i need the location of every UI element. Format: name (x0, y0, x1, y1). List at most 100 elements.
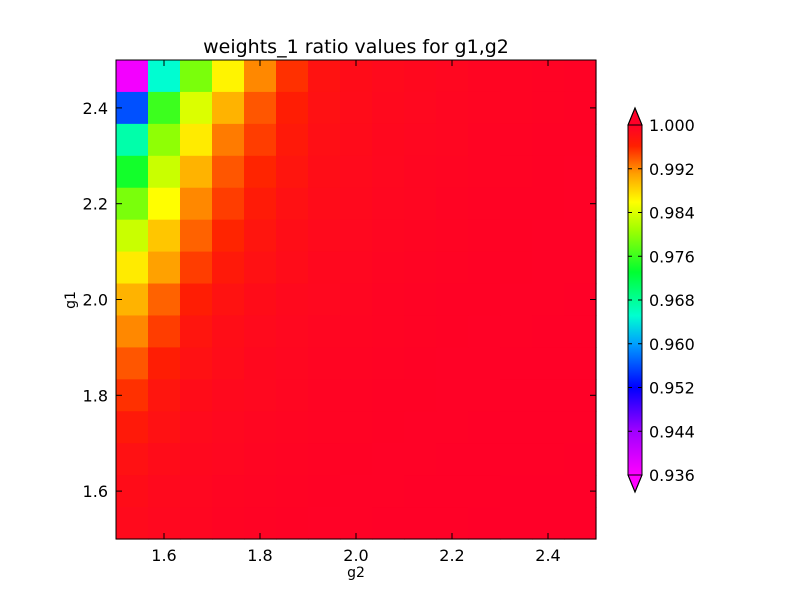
heatmap-cell (148, 91, 181, 125)
heatmap-cell (308, 187, 341, 221)
heatmap-cell (116, 347, 149, 380)
heatmap-cell (116, 219, 149, 253)
heatmap-cell (500, 315, 533, 348)
heatmap-cell (244, 91, 277, 125)
heatmap-cell (148, 379, 181, 412)
heatmap-cell (212, 283, 245, 317)
heatmap-cell (244, 123, 277, 157)
heatmap-cell (564, 315, 597, 348)
x-tick-label: 2.2 (439, 546, 464, 565)
heatmap-cell (148, 187, 181, 221)
heatmap-cell (340, 315, 373, 348)
heatmap-cell (244, 347, 277, 380)
heatmap-cell (468, 475, 501, 508)
heatmap-cell (340, 283, 373, 317)
heatmap-cell (564, 155, 597, 189)
heatmap-cell (532, 283, 565, 317)
heatmap-cell (340, 443, 373, 476)
heatmap-cell (500, 123, 533, 157)
heatmap-cell (468, 347, 501, 380)
heatmap-cell (500, 91, 533, 125)
colorbar-ticks: 1.000 0.992 0.984 0.976 0.968 0.960 0.952 0.944… (628, 116, 695, 485)
heatmap-cell (148, 123, 181, 157)
heatmap-cell (116, 315, 149, 348)
heatmap-cell (148, 443, 181, 476)
heatmap-cell (532, 251, 565, 285)
heatmap-cell (180, 60, 213, 93)
heatmap-cells (116, 60, 597, 540)
heatmap-cell (436, 379, 469, 412)
heatmap-cell (340, 155, 373, 189)
heatmap-cell (212, 251, 245, 285)
heatmap-cell (116, 443, 149, 476)
heatmap-cell (500, 475, 533, 508)
heatmap-cell (116, 251, 149, 285)
heatmap-cell (468, 443, 501, 476)
heatmap-cell (404, 91, 437, 125)
heatmap-cell (276, 251, 309, 285)
heatmap-cell (148, 155, 181, 189)
heatmap-cell (436, 475, 469, 508)
heatmap-cell (436, 123, 469, 157)
heatmap-cell (244, 283, 277, 317)
y-tick-label: 2.4 (83, 99, 108, 118)
x-tick-label: 1.8 (247, 546, 272, 565)
heatmap-cell (404, 219, 437, 253)
heatmap-cell (468, 507, 501, 540)
colorbar-extend-min (627, 474, 643, 494)
heatmap-cell (276, 347, 309, 380)
heatmap-cell (500, 283, 533, 317)
heatmap-cell (404, 60, 437, 93)
heatmap-cell (244, 411, 277, 444)
heatmap-cell (148, 411, 181, 444)
heatmap-cell (212, 123, 245, 157)
colorbar-tick-label: 0.976 (649, 247, 695, 266)
heatmap-cell (180, 155, 213, 189)
heatmap-cell (148, 347, 181, 380)
heatmap-cell (532, 155, 565, 189)
heatmap-cell (564, 443, 597, 476)
heatmap-cell (372, 411, 405, 444)
heatmap-cell (212, 443, 245, 476)
y-axis-ticks: 1.6 1.8 2.0 2.2 2.4 (83, 99, 596, 501)
heatmap-cell (372, 283, 405, 317)
heatmap-cell (180, 187, 213, 221)
heatmap-cell (532, 187, 565, 221)
heatmap-cell (468, 315, 501, 348)
heatmap-cell (276, 475, 309, 508)
heatmap-cell (212, 91, 245, 125)
heatmap-cell (276, 443, 309, 476)
heatmap-cell (308, 443, 341, 476)
heatmap-cell (468, 60, 501, 93)
heatmap-cell (244, 475, 277, 508)
x-axis-label: g2 (347, 565, 365, 581)
heatmap-cell (564, 123, 597, 157)
heatmap-cell (308, 315, 341, 348)
heatmap-cell (276, 283, 309, 317)
heatmap-cell (436, 315, 469, 348)
heatmap-cell (148, 219, 181, 253)
heatmap-cell (500, 443, 533, 476)
heatmap-cell (404, 283, 437, 317)
heatmap-cell (468, 219, 501, 253)
heatmap-cell (436, 155, 469, 189)
x-tick-label: 1.6 (151, 546, 176, 565)
heatmap-cell (180, 507, 213, 540)
colorbar-tick-label: 0.944 (649, 422, 695, 441)
heatmap-cell (468, 187, 501, 221)
heatmap-cell (468, 283, 501, 317)
y-tick-label: 2.2 (83, 195, 108, 214)
heatmap-cell (404, 251, 437, 285)
heatmap-cell (244, 443, 277, 476)
heatmap-cell (244, 315, 277, 348)
heatmap-cell (532, 219, 565, 253)
heatmap-cell (340, 475, 373, 508)
heatmap-cell (148, 283, 181, 317)
heatmap-cell (180, 443, 213, 476)
heatmap-cell (468, 251, 501, 285)
heatmap-cell (212, 187, 245, 221)
heatmap-cell (180, 219, 213, 253)
heatmap-cell (468, 91, 501, 125)
heatmap-cell (308, 347, 341, 380)
heatmap-cell (372, 347, 405, 380)
